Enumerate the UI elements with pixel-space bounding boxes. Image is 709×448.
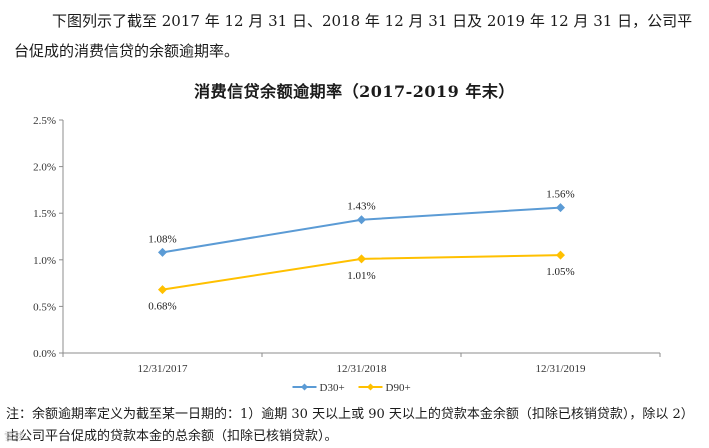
footnote: 注：余额逾期率定义为截至某一日期的：1）逾期 30 天以上或 90 天以上的贷款…: [6, 407, 694, 444]
data-point: [556, 250, 565, 260]
y-tick-label: 1.0%: [33, 255, 56, 267]
data-point: [158, 285, 167, 295]
series-line-d30plus: [162, 206, 561, 254]
data-point: [158, 247, 167, 257]
data-label: 0.68%: [148, 301, 176, 313]
legend-marker: [301, 383, 308, 391]
data-label: 1.01%: [347, 270, 375, 282]
chart-title: 消费信贷余额逾期率（2017-2019 年末）: [194, 82, 515, 101]
watermark: 雪球: [4, 432, 24, 443]
data-label: 1.08%: [148, 233, 176, 245]
data-point: [357, 254, 366, 264]
y-tick-label: 0.5%: [33, 301, 56, 313]
x-tick-label: 12/31/2018: [336, 363, 387, 375]
data-point: [556, 203, 565, 213]
legend-label: D90+: [386, 382, 411, 394]
data-label: 1.43%: [347, 201, 375, 213]
data-label: 1.56%: [546, 189, 574, 201]
data-point: [357, 215, 366, 225]
legend-label: D30+: [320, 382, 345, 394]
y-tick-label: 2.0%: [33, 162, 56, 174]
x-tick-label: 12/31/2019: [535, 363, 586, 375]
y-tick-label: 0.0%: [33, 348, 56, 360]
y-tick-label: 2.5%: [33, 115, 56, 127]
y-tick-label: 1.5%: [33, 208, 56, 220]
legend-marker: [367, 383, 374, 391]
data-label: 1.05%: [546, 266, 574, 278]
intro-paragraph: 下图列示了截至 2017 年 12 月 31 日、2018 年 12 月 31 …: [14, 12, 693, 60]
x-tick-label: 12/31/2017: [137, 363, 188, 375]
